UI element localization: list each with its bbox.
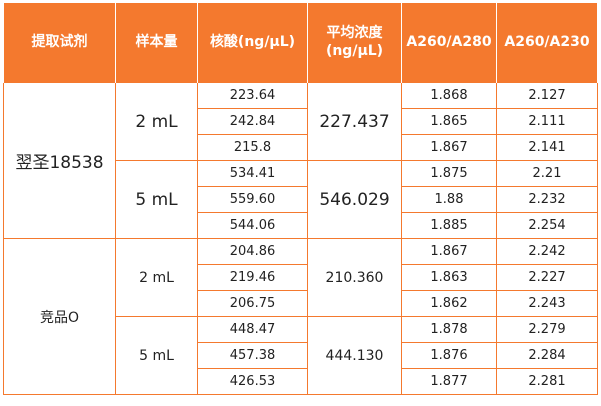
concentration-cell: 204.86 xyxy=(197,238,308,265)
concentration-cell: 242.84 xyxy=(197,108,308,135)
header-reagent: 提取试剂 xyxy=(3,3,116,83)
a260-a230-cell: 2.141 xyxy=(496,134,598,161)
a260-a280-cell: 1.868 xyxy=(401,82,497,109)
a260-a230-cell: 2.279 xyxy=(496,316,598,343)
volume-cell: 5 mL xyxy=(115,160,198,239)
concentration-cell: 215.8 xyxy=(197,134,308,161)
concentration-cell: 223.64 xyxy=(197,82,308,109)
table-row: 翌圣18538 2 mL 223.64 227.437 1.868 2.127 xyxy=(3,82,598,239)
header-sample-volume: 样本量 xyxy=(115,3,198,83)
a260-a280-cell: 1.875 xyxy=(401,160,497,187)
header-a260-a230: A260/A230 xyxy=(496,3,598,83)
a260-a230-cell: 2.227 xyxy=(496,264,598,291)
a260-a280-cell: 1.865 xyxy=(401,108,497,135)
header-a260-a280: A260/A280 xyxy=(401,3,497,83)
volume-cell: 5 mL xyxy=(115,316,198,395)
a260-a280-cell: 1.867 xyxy=(401,238,497,265)
a260-a230-cell: 2.21 xyxy=(496,160,598,187)
concentration-cell: 448.47 xyxy=(197,316,308,343)
a260-a230-cell: 2.254 xyxy=(496,212,598,239)
concentration-cell: 534.41 xyxy=(197,160,308,187)
a260-a280-cell: 1.885 xyxy=(401,212,497,239)
table-row: 215.8 1.867 2.141 xyxy=(4,134,598,161)
average-cell: 227.437 xyxy=(307,82,402,161)
table-row: 426.53 1.877 2.281 xyxy=(4,368,598,395)
table-row: 206.75 1.862 2.243 xyxy=(4,290,598,317)
header-nucleic-acid: 核酸(ng/μL) xyxy=(197,3,308,83)
a260-a230-cell: 2.111 xyxy=(496,108,598,135)
reagent-cell: 翌圣18538 xyxy=(3,82,116,239)
average-cell: 210.360 xyxy=(307,238,402,317)
table-row: 559.60 1.88 2.232 xyxy=(4,186,598,213)
table-row: 5 mL 448.47 444.130 1.878 2.279 xyxy=(4,316,598,395)
table-row: 242.84 1.865 2.111 xyxy=(4,108,598,135)
a260-a280-cell: 1.863 xyxy=(401,264,497,291)
concentration-cell: 206.75 xyxy=(197,290,308,317)
average-cell: 546.029 xyxy=(307,160,402,239)
concentration-cell: 219.46 xyxy=(197,264,308,291)
table-row: 219.46 1.863 2.227 xyxy=(4,264,598,291)
a260-a280-cell: 1.88 xyxy=(401,186,497,213)
a260-a280-cell: 1.878 xyxy=(401,316,497,343)
concentration-cell: 544.06 xyxy=(197,212,308,239)
volume-cell: 2 mL xyxy=(115,82,198,161)
a260-a230-cell: 2.243 xyxy=(496,290,598,317)
table-row: 544.06 1.885 2.254 xyxy=(4,212,598,239)
a260-a230-cell: 2.242 xyxy=(496,238,598,265)
concentration-cell: 559.60 xyxy=(197,186,308,213)
a260-a280-cell: 1.862 xyxy=(401,290,497,317)
a260-a230-cell: 2.284 xyxy=(496,342,598,369)
results-table: 提取试剂 样本量 核酸(ng/μL) 平均浓度 (ng/μL) A260/A280… xyxy=(3,3,598,395)
a260-a230-cell: 2.281 xyxy=(496,368,598,395)
a260-a280-cell: 1.867 xyxy=(401,134,497,161)
concentration-cell: 426.53 xyxy=(197,368,308,395)
table-row: 竞品O 2 mL 204.86 210.360 1.867 2.242 xyxy=(3,238,598,395)
a260-a280-cell: 1.877 xyxy=(401,368,497,395)
table-row: 457.38 1.876 2.284 xyxy=(4,342,598,369)
concentration-cell: 457.38 xyxy=(197,342,308,369)
a260-a230-cell: 2.232 xyxy=(496,186,598,213)
table-row: 5 mL 534.41 546.029 1.875 2.21 xyxy=(4,160,598,239)
average-cell: 444.130 xyxy=(307,316,402,395)
header-row: 提取试剂 样本量 核酸(ng/μL) 平均浓度 (ng/μL) A260/A280… xyxy=(3,3,598,83)
header-average-concentration: 平均浓度 (ng/μL) xyxy=(307,3,402,83)
table-body: 翌圣18538 2 mL 223.64 227.437 1.868 2.127 242.84… xyxy=(3,82,598,395)
volume-cell: 2 mL xyxy=(115,238,198,317)
a260-a230-cell: 2.127 xyxy=(496,82,598,109)
reagent-cell: 竞品O xyxy=(3,238,116,395)
a260-a280-cell: 1.876 xyxy=(401,342,497,369)
table-header: 提取试剂 样本量 核酸(ng/μL) 平均浓度 (ng/μL) A260/A280… xyxy=(3,3,598,83)
